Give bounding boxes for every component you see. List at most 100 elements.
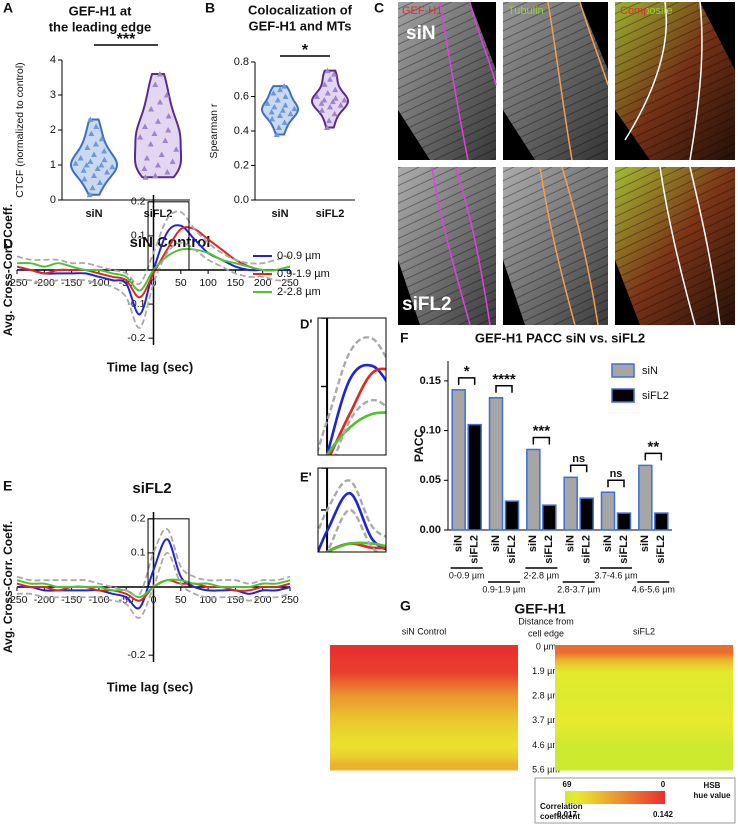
series-line — [16, 241, 291, 329]
data-point — [93, 123, 100, 129]
data-point — [282, 93, 289, 99]
x-tick-label: 50 — [175, 277, 187, 289]
y-tick-label: 0.4 — [234, 125, 249, 137]
data-point — [163, 92, 170, 98]
chart-title: the leading edge — [49, 19, 152, 34]
x-axis-label: Time lag (sec) — [107, 679, 193, 694]
x-tick-label: siN — [85, 208, 102, 220]
y-tick-label: 0.00 — [420, 524, 441, 536]
violin — [310, 69, 350, 129]
y-axis-label: PACC — [412, 429, 426, 462]
legend-label: 2-2.8 µm — [277, 286, 321, 298]
y-tick-label: 0.2 — [131, 196, 146, 208]
data-point — [273, 131, 280, 137]
data-point — [91, 172, 97, 178]
y-axis-label: Spearman r — [208, 103, 220, 158]
boundary — [624, 1, 703, 161]
significance-label: **** — [492, 371, 516, 388]
inset-region — [147, 518, 190, 588]
data-point — [83, 162, 90, 168]
y-tick-label: 0 — [50, 194, 56, 206]
image-texture — [503, 2, 608, 160]
y-tick-label: 0.1 — [131, 547, 146, 559]
data-point — [147, 141, 154, 147]
x-tick-label: 50 — [175, 594, 187, 606]
y-tick-label: 3 — [50, 89, 56, 101]
bar-label: siFL2 — [655, 535, 667, 564]
bar — [579, 497, 594, 531]
x-tick-label: siFL2 — [316, 208, 345, 220]
data-point — [94, 165, 101, 171]
inset — [318, 468, 386, 552]
data-point — [324, 67, 331, 74]
bar-label: siN — [602, 535, 614, 552]
row-title: cell edge — [528, 628, 564, 638]
significance-label: ns — [572, 453, 585, 465]
heatmap-title: siN Control — [402, 626, 447, 636]
y-tick-label: -0.2 — [127, 649, 145, 661]
y-axis-label: Avg. Cross-Corr. Coeff. — [1, 204, 15, 336]
y-tick-label: 0.2 — [131, 513, 146, 525]
inset — [318, 318, 386, 455]
violin — [69, 118, 119, 196]
data-point — [331, 110, 338, 117]
data-point — [323, 124, 330, 131]
y-tick-label: 0.10 — [420, 424, 441, 436]
data-point — [165, 113, 172, 119]
significance-label: ns — [610, 468, 623, 480]
data-point — [313, 93, 320, 99]
data-point — [282, 102, 289, 108]
data-point — [287, 110, 294, 117]
data-point — [96, 179, 103, 185]
data-point — [142, 123, 149, 129]
data-point — [152, 172, 159, 178]
significance-bracket — [457, 377, 476, 385]
data-point — [142, 174, 149, 180]
data-point — [326, 117, 333, 124]
bar-label: siN — [639, 535, 651, 552]
significance-bracket — [644, 452, 663, 461]
condition-label: siFL2 — [402, 294, 452, 315]
legend-label: siN — [642, 365, 658, 377]
colorbar-tick: 0.017 — [557, 810, 578, 819]
significance-bracket — [607, 479, 625, 488]
boundary — [547, 1, 609, 161]
data-point — [86, 191, 93, 198]
data-point — [331, 71, 338, 77]
heatmap-cell — [555, 659, 733, 685]
data-point — [157, 99, 164, 105]
data-point — [162, 137, 169, 143]
y-tick-label: 0.15 — [420, 375, 441, 387]
x-tick-label: siN — [271, 208, 288, 220]
panel-label: G — [400, 598, 411, 614]
inset-series-line — [318, 491, 386, 552]
significance-label: *** — [533, 422, 551, 439]
data-point — [81, 176, 88, 182]
chart-title: GEF-H1 — [514, 601, 566, 617]
colorbar-tick: 0 — [661, 780, 666, 789]
inset-frame — [317, 317, 387, 456]
data-point — [327, 76, 333, 82]
bar-label: siN — [490, 535, 502, 552]
chart-title: GEF-H1 PACC siN vs. siFL2 — [475, 330, 645, 345]
image-texture — [398, 167, 496, 325]
bar — [563, 476, 578, 531]
colorbar-label: coefficient — [540, 812, 580, 821]
y-tick-label: 0.05 — [420, 474, 441, 486]
data-point — [137, 134, 144, 140]
data-point — [155, 162, 161, 168]
y-tick-label: 0.2 — [234, 159, 249, 171]
data-point — [101, 156, 108, 163]
significance-label: * — [302, 42, 309, 59]
data-point — [173, 146, 180, 152]
heatmap-cell — [555, 683, 733, 709]
significance-bracket — [532, 436, 551, 445]
data-point — [148, 106, 155, 112]
heatmap-cell — [330, 683, 518, 709]
legend-label: siFL2 — [642, 390, 669, 402]
y-axis-label: CTCF (normalized to control) — [14, 62, 26, 197]
significance-label: *** — [117, 31, 136, 48]
x-tick-label: siFL2 — [144, 208, 173, 220]
bar — [488, 397, 504, 531]
